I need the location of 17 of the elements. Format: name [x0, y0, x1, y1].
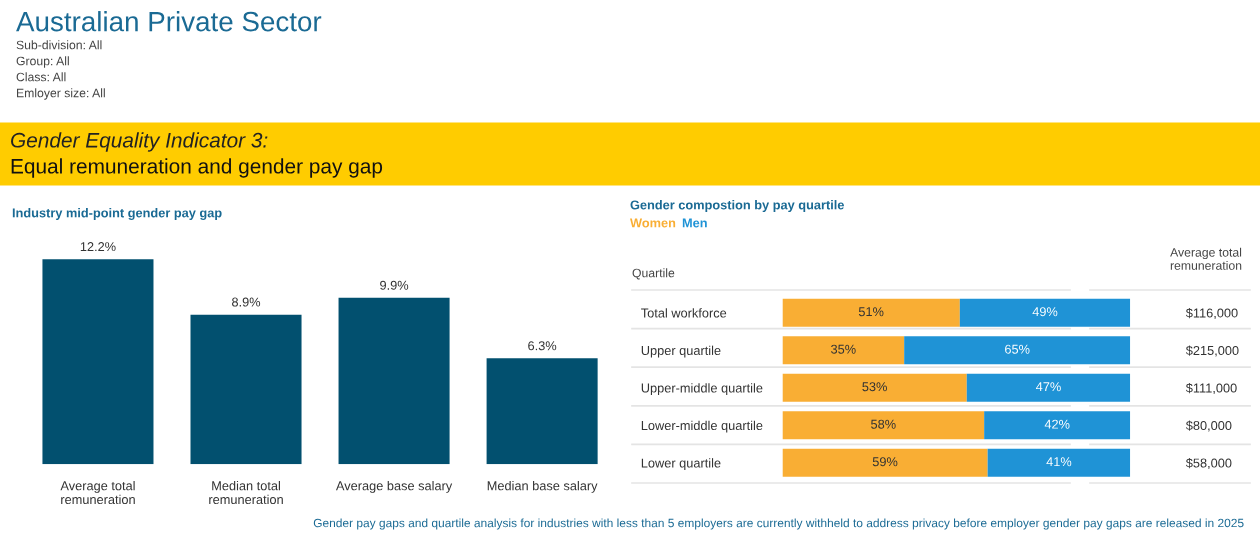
bar	[486, 358, 598, 465]
bar	[987, 448, 1131, 477]
bar	[904, 336, 1131, 365]
text: Australian Private Sector	[16, 11, 322, 32]
bar	[42, 259, 154, 465]
bar	[782, 448, 988, 477]
bar	[966, 373, 1131, 402]
bar	[782, 411, 985, 440]
bar	[338, 297, 450, 465]
bar	[984, 411, 1131, 440]
bar	[782, 298, 960, 327]
bar	[782, 373, 967, 402]
text: Equal remuneration and gender pay gap	[11, 158, 383, 178]
bar	[782, 336, 905, 365]
text: Gender Equality Indicator 3:	[11, 132, 268, 152]
bar	[190, 314, 302, 465]
bar	[959, 298, 1131, 327]
